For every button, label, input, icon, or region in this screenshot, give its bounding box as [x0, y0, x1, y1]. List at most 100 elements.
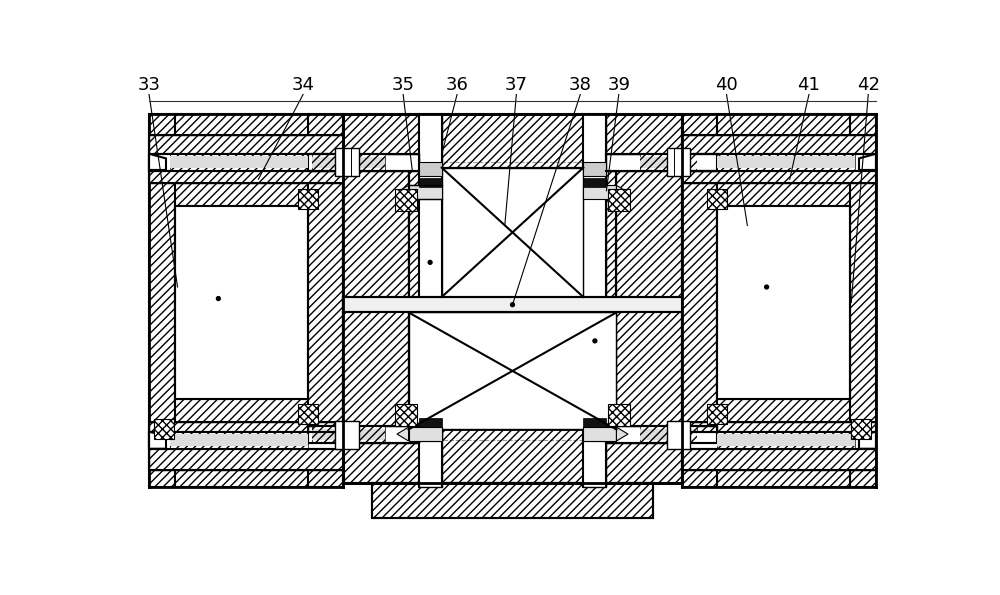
- Bar: [298, 189, 318, 209]
- Bar: [707, 404, 727, 424]
- Bar: [682, 134, 876, 183]
- Bar: [372, 483, 653, 518]
- Bar: [682, 432, 876, 449]
- Text: 35: 35: [392, 76, 415, 94]
- Polygon shape: [149, 154, 166, 170]
- Bar: [149, 114, 343, 487]
- Bar: [395, 404, 417, 425]
- Bar: [149, 134, 343, 183]
- Bar: [409, 168, 616, 430]
- Bar: [175, 206, 308, 399]
- Bar: [335, 421, 358, 449]
- Bar: [419, 114, 442, 487]
- Bar: [682, 114, 876, 487]
- Bar: [312, 427, 385, 443]
- Bar: [343, 430, 682, 483]
- Bar: [149, 114, 343, 487]
- Bar: [395, 189, 417, 211]
- Bar: [170, 432, 308, 449]
- Bar: [717, 432, 855, 449]
- Bar: [343, 114, 682, 168]
- Bar: [682, 134, 876, 183]
- Polygon shape: [397, 186, 409, 199]
- Bar: [717, 156, 855, 168]
- Polygon shape: [859, 154, 876, 170]
- Bar: [682, 422, 876, 470]
- Bar: [717, 154, 855, 171]
- Bar: [583, 178, 606, 187]
- Bar: [717, 434, 855, 446]
- Bar: [640, 427, 697, 443]
- Bar: [717, 432, 855, 449]
- Bar: [707, 404, 727, 424]
- Bar: [606, 427, 717, 443]
- Bar: [608, 404, 630, 425]
- Bar: [606, 427, 717, 443]
- Bar: [640, 154, 697, 171]
- Bar: [616, 168, 682, 430]
- Bar: [682, 154, 876, 171]
- Bar: [584, 114, 606, 487]
- Text: 34: 34: [292, 76, 315, 94]
- Polygon shape: [397, 427, 409, 441]
- Bar: [608, 404, 630, 425]
- Bar: [149, 154, 343, 171]
- Bar: [343, 168, 409, 430]
- Bar: [343, 168, 409, 430]
- Bar: [717, 206, 850, 399]
- Bar: [583, 427, 606, 441]
- Bar: [419, 178, 442, 187]
- Bar: [419, 162, 442, 176]
- Bar: [616, 168, 682, 430]
- Bar: [682, 114, 876, 487]
- Bar: [419, 427, 442, 441]
- Text: 42: 42: [857, 76, 880, 94]
- Bar: [176, 207, 308, 398]
- Polygon shape: [616, 427, 628, 441]
- Bar: [682, 422, 876, 470]
- Bar: [298, 189, 318, 209]
- Bar: [308, 154, 419, 171]
- Bar: [170, 156, 308, 168]
- Text: 37: 37: [505, 76, 528, 94]
- Bar: [409, 168, 616, 430]
- Bar: [312, 154, 385, 171]
- Bar: [343, 114, 682, 168]
- Text: 41: 41: [798, 76, 820, 94]
- Bar: [308, 427, 419, 443]
- Bar: [170, 154, 308, 171]
- Text: 38: 38: [569, 76, 592, 94]
- Bar: [640, 430, 697, 440]
- Bar: [343, 168, 409, 430]
- Bar: [343, 114, 682, 168]
- Text: 40: 40: [715, 76, 738, 94]
- Bar: [682, 134, 876, 183]
- Circle shape: [428, 261, 432, 264]
- Bar: [312, 154, 385, 171]
- Bar: [666, 421, 690, 449]
- Bar: [372, 483, 653, 518]
- Bar: [170, 432, 308, 449]
- Bar: [335, 148, 358, 176]
- Bar: [312, 430, 385, 440]
- Polygon shape: [859, 432, 876, 449]
- Bar: [666, 148, 690, 176]
- Bar: [583, 418, 606, 427]
- Bar: [851, 419, 871, 440]
- Bar: [583, 162, 606, 176]
- Bar: [606, 154, 717, 171]
- Bar: [409, 186, 442, 199]
- Bar: [640, 154, 697, 171]
- Bar: [149, 422, 343, 470]
- Bar: [682, 432, 876, 449]
- Circle shape: [511, 303, 514, 306]
- Text: 39: 39: [607, 76, 630, 94]
- Bar: [851, 419, 871, 440]
- Bar: [154, 419, 174, 440]
- Bar: [608, 189, 630, 211]
- Bar: [395, 404, 417, 425]
- Bar: [149, 422, 343, 470]
- Bar: [312, 157, 385, 168]
- Bar: [343, 430, 682, 483]
- Polygon shape: [149, 432, 166, 449]
